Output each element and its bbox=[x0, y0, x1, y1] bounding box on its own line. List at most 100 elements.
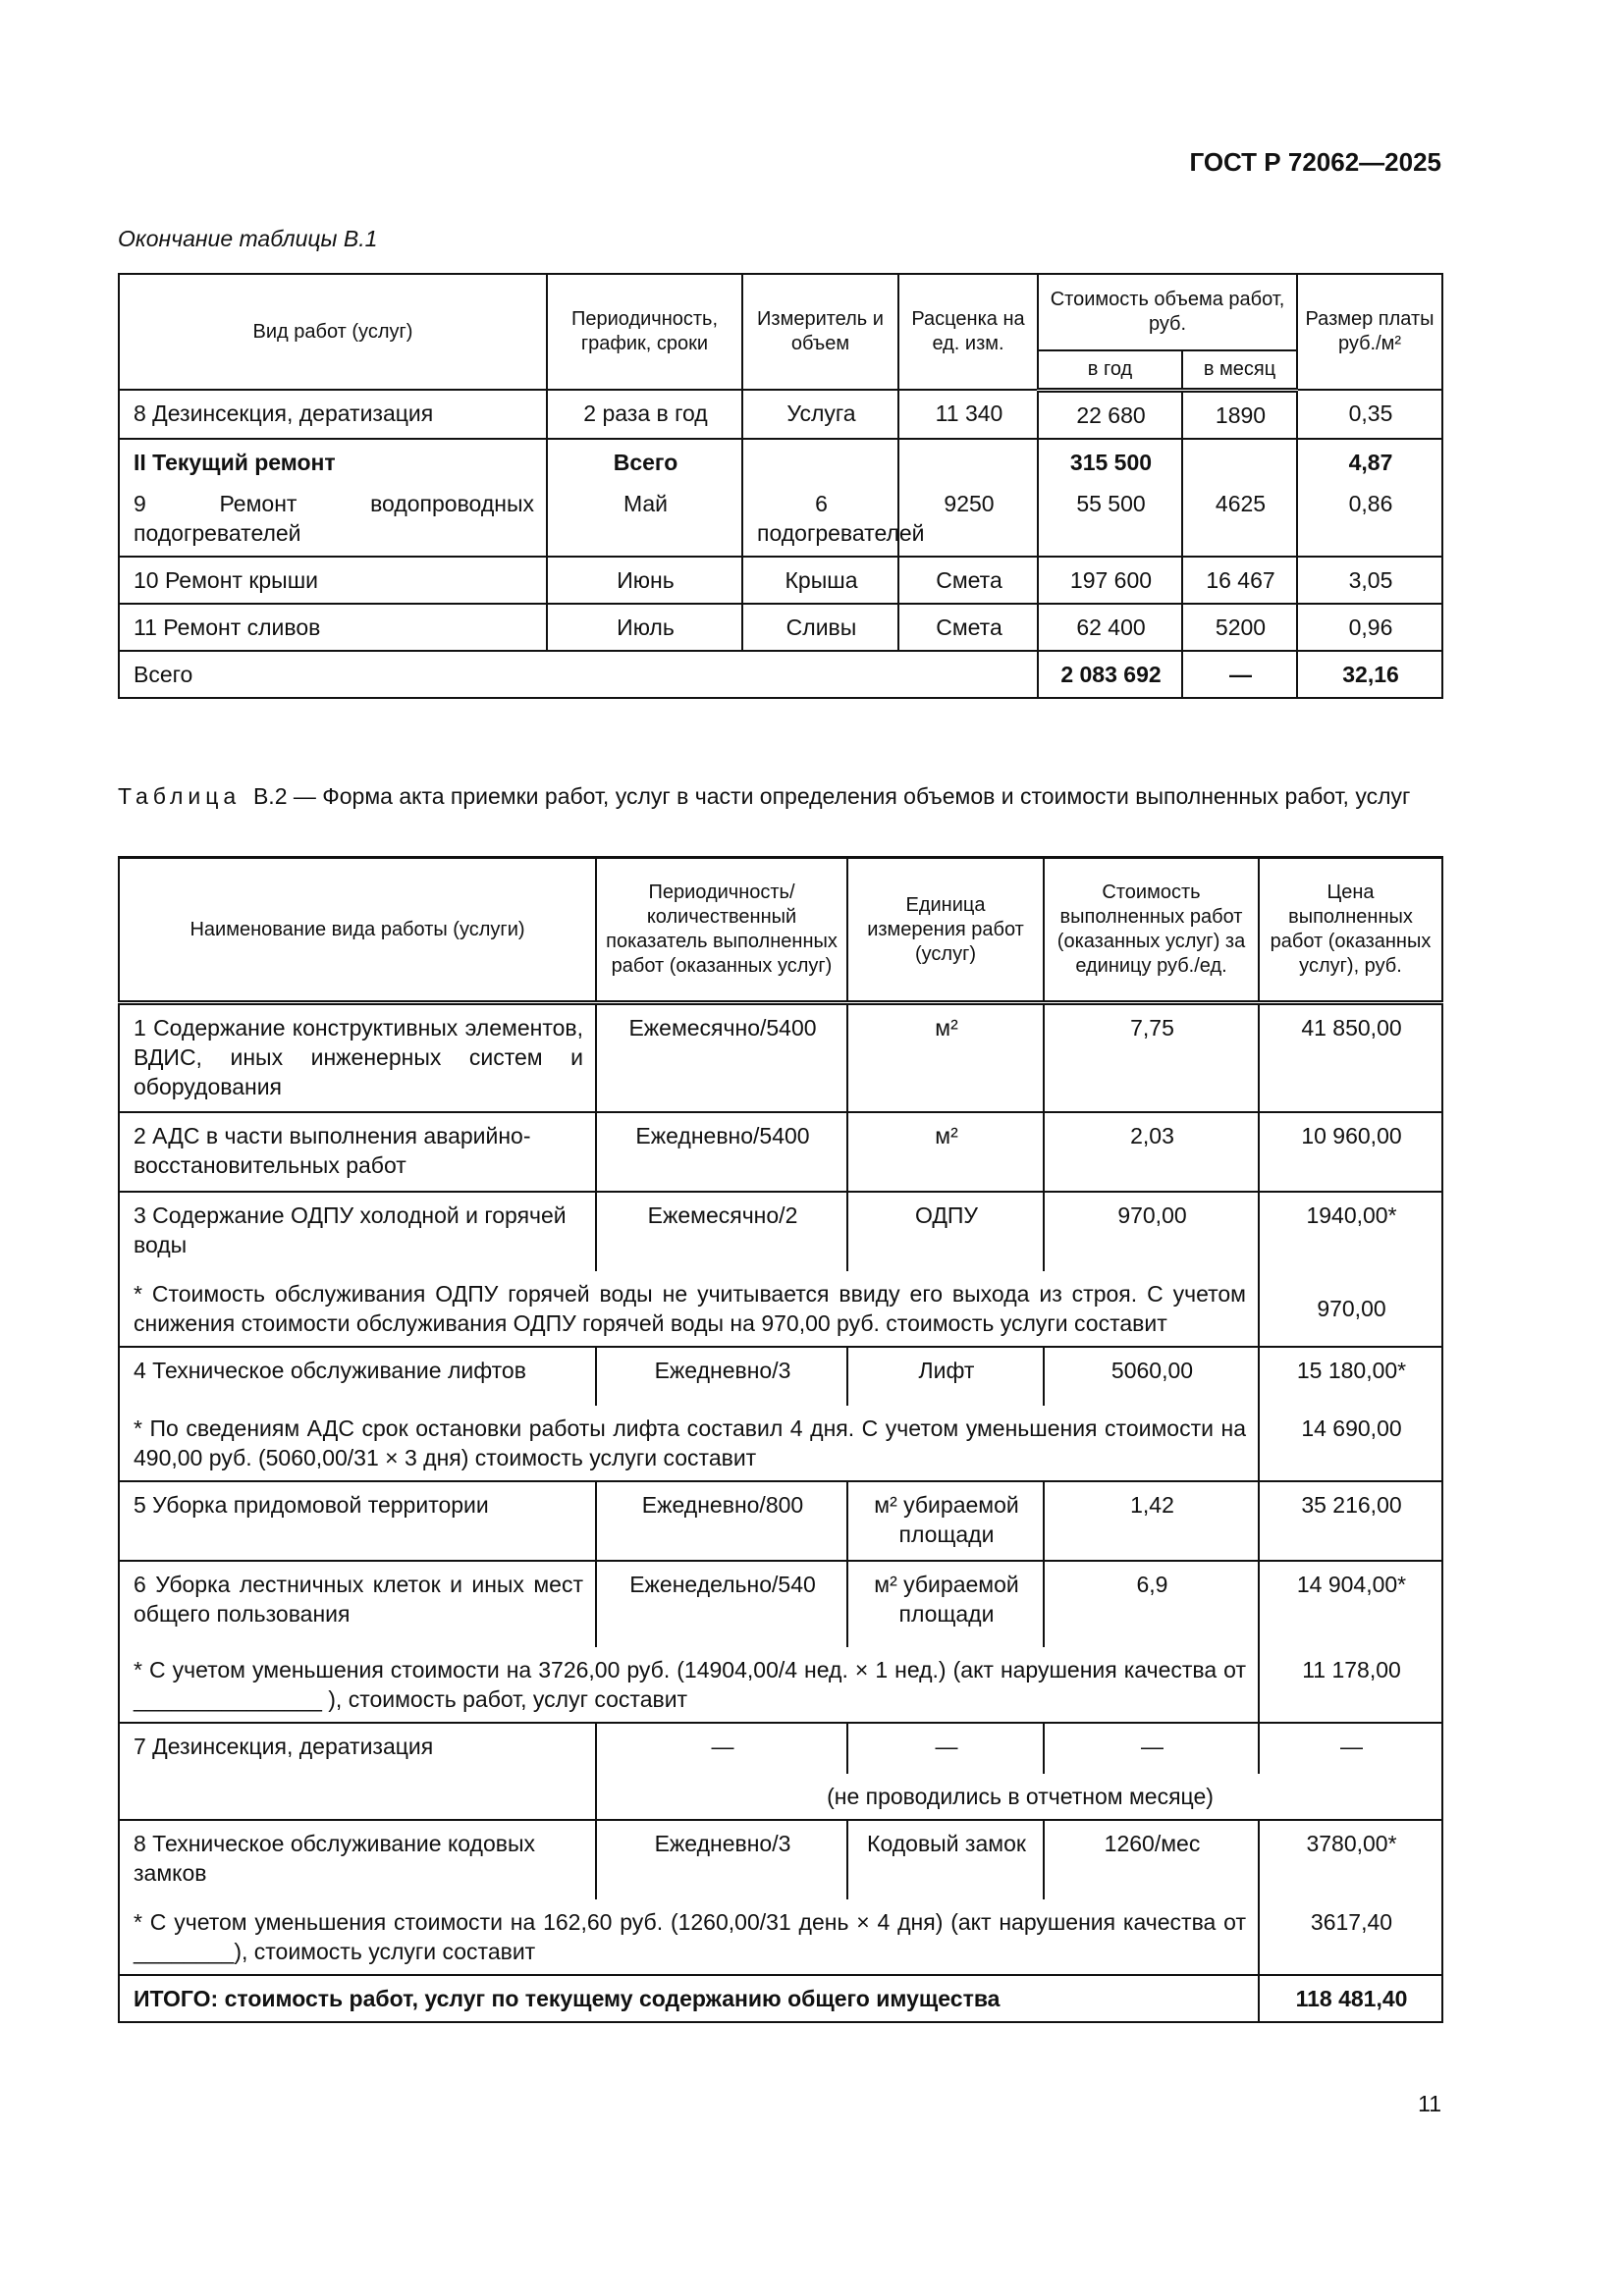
cell-rate: 11 340 bbox=[897, 389, 1039, 440]
table-row: 3 Содержание ОДПУ холодной и горячей вод… bbox=[118, 1190, 1443, 1271]
cell-year: 62 400 bbox=[1037, 602, 1183, 652]
cell-unit-cost: 5060,00 bbox=[1043, 1345, 1260, 1406]
table-row: 8 Техническое обслуживание кодовых замко… bbox=[118, 1818, 1443, 1899]
cell-period: Ежедневно/800 bbox=[595, 1479, 848, 1562]
cell-unit: м² убираемой площади bbox=[846, 1559, 1045, 1647]
cell-period: Июль bbox=[546, 602, 743, 652]
note-text: * Стоимость обслуживания ОДПУ горячей во… bbox=[118, 1270, 1260, 1348]
total-label: ИТОГО: стоимость работ, услуг по текущем… bbox=[118, 1973, 1260, 2023]
item-fee: 0,86 bbox=[1348, 490, 1393, 516]
cell-meter: 6 подогревателей bbox=[741, 437, 925, 558]
cell-fee: 4,87 0,86 bbox=[1296, 437, 1444, 558]
cell-year: 197 600 bbox=[1037, 555, 1183, 605]
cell-name: 10 Ремонт крыши bbox=[118, 555, 548, 605]
cell-price: 15 180,00* bbox=[1258, 1345, 1443, 1406]
item-name: 9 Ремонт водопроводных подогревателей bbox=[134, 490, 534, 546]
document-code: ГОСТ Р 72062—2025 bbox=[1189, 147, 1441, 177]
cell-unit: ОДПУ bbox=[846, 1190, 1045, 1271]
remark-text: (не проводились в отчетном месяце) bbox=[595, 1773, 1443, 1821]
note-price: 970,00 bbox=[1258, 1270, 1443, 1348]
cell-unit: — bbox=[846, 1721, 1045, 1774]
cell-name: 1 Содержание конструктивных элементов, В… bbox=[118, 1001, 597, 1113]
item-month: 4625 bbox=[1215, 490, 1267, 516]
cell-unit: м² убираемой площади bbox=[846, 1479, 1045, 1562]
table-row: 10 Ремонт крыши Июнь Крыша Смета 197 600… bbox=[118, 555, 1444, 605]
header-fee: Размер платы руб./м² bbox=[1296, 273, 1444, 391]
cell-period: 2 раза в год bbox=[546, 389, 743, 440]
table-b1-end: Вид работ (услуг) Периодичность, график,… bbox=[118, 273, 1444, 699]
cell-unit: м² bbox=[846, 1001, 1045, 1113]
cell-period: Июнь bbox=[546, 555, 743, 605]
cell-month: 5200 bbox=[1180, 602, 1299, 652]
cell-price: — bbox=[1258, 1721, 1443, 1774]
cell-price: 3780,00* bbox=[1258, 1818, 1443, 1899]
cell-rate: Смета bbox=[897, 555, 1039, 605]
note-text: * По сведениям АДС срок остановки работы… bbox=[118, 1405, 1260, 1482]
note-row: * С учетом уменьшения стоимости на 162,6… bbox=[118, 1898, 1443, 1976]
total-fee: 32,16 bbox=[1296, 649, 1444, 699]
total-label: Всего bbox=[118, 649, 1039, 699]
table-b2: Наименование вида работы (услуги) Период… bbox=[118, 856, 1443, 2023]
cell-year: 315 500 55 500 bbox=[1037, 437, 1183, 558]
note-price: 3617,40 bbox=[1258, 1898, 1443, 1976]
table-row: 11 Ремонт сливов Июль Сливы Смета 62 400… bbox=[118, 602, 1444, 652]
cell-unit: Кодовый замок bbox=[846, 1818, 1045, 1899]
cell-month: 1890 bbox=[1180, 389, 1299, 440]
cell-fee: 3,05 bbox=[1296, 555, 1444, 605]
table-row: 2 АДС в части выполнения аварийно-восста… bbox=[118, 1110, 1443, 1193]
cell-period: Еженедельно/540 bbox=[595, 1559, 848, 1647]
cell-name: 7 Дезинсекция, дератизация bbox=[118, 1721, 597, 1821]
cell-price: 35 216,00 bbox=[1258, 1479, 1443, 1562]
cell-period: — bbox=[595, 1721, 848, 1774]
cell-rate: Смета bbox=[897, 602, 1039, 652]
header-unit: Единица измерения работ (услуг) bbox=[846, 856, 1045, 1005]
note-text: * С учетом уменьшения стоимости на 162,6… bbox=[118, 1898, 1260, 1976]
item-rate: 9250 bbox=[944, 490, 995, 516]
header-work-type: Вид работ (услуг) bbox=[118, 273, 548, 391]
cell-rate: 9250 bbox=[897, 437, 1039, 558]
cell-year: 22 680 bbox=[1037, 389, 1183, 440]
cell-unit-cost: 6,9 bbox=[1043, 1559, 1260, 1647]
table2-caption-label: Таблица bbox=[118, 783, 242, 809]
note-row: * С учетом уменьшения стоимости на 3726,… bbox=[118, 1646, 1443, 1724]
header-periodicity: Периодичность, график, сроки bbox=[546, 273, 743, 391]
total-row: Всего 2 083 692 — 32,16 bbox=[118, 649, 1444, 699]
note-text: * С учетом уменьшения стоимости на 3726,… bbox=[118, 1646, 1260, 1724]
cell-name: 8 Техническое обслуживание кодовых замко… bbox=[118, 1818, 597, 1899]
table2-caption: Таблица В.2 — Форма акта приемки работ, … bbox=[118, 781, 1441, 811]
header-cost: Стоимость объема работ, руб. bbox=[1036, 273, 1299, 351]
cell-period: Всего Май bbox=[546, 437, 743, 558]
total-month: — bbox=[1180, 649, 1299, 699]
header-unit-cost: Стоимость выполненных работ (оказанных у… bbox=[1043, 856, 1260, 1005]
cell-fee: 0,35 bbox=[1296, 389, 1444, 440]
table-row: 5 Уборка придомовой территории Ежедневно… bbox=[118, 1479, 1443, 1562]
cell-name: 11 Ремонт сливов bbox=[118, 602, 548, 652]
table-row: 8 Дезинсекция, дератизация 2 раза в год … bbox=[118, 389, 1444, 440]
cell-month: 16 467 bbox=[1180, 555, 1299, 605]
section-year: 315 500 bbox=[1069, 449, 1153, 475]
cell-month: 4625 bbox=[1180, 437, 1299, 558]
section-period: Всего bbox=[613, 449, 678, 475]
cell-unit-cost: — bbox=[1043, 1721, 1260, 1774]
header-periodicity: Периодичность/ количественный показатель… bbox=[595, 856, 848, 1005]
cell-unit-cost: 7,75 bbox=[1043, 1001, 1260, 1113]
cell-name: II Текущий ремонт 9 Ремонт водопроводных … bbox=[118, 437, 548, 558]
cell-unit-cost: 970,00 bbox=[1043, 1190, 1260, 1271]
table-row: II Текущий ремонт 9 Ремонт водопроводных … bbox=[118, 437, 1444, 558]
cell-unit: м² bbox=[846, 1110, 1045, 1193]
total-row: ИТОГО: стоимость работ, услуг по текущем… bbox=[118, 1973, 1443, 2023]
cell-price: 14 904,00* bbox=[1258, 1559, 1443, 1647]
table1-caption: Окончание таблицы В.1 bbox=[118, 226, 378, 251]
cell-meter: Крыша bbox=[741, 555, 899, 605]
cell-unit: Лифт bbox=[846, 1345, 1045, 1406]
table-row: 6 Уборка лестничных клеток и иных мест о… bbox=[118, 1559, 1443, 1647]
cell-period: Ежедневно/3 bbox=[595, 1345, 848, 1406]
cell-name: 8 Дезинсекция, дератизация bbox=[118, 389, 548, 440]
header-rate: Расценка на ед. изм. bbox=[897, 273, 1039, 391]
cell-name: 2 АДС в части выполнения аварийно-восста… bbox=[118, 1110, 597, 1193]
cell-period: Ежемесячно/2 bbox=[595, 1190, 848, 1271]
cell-price: 1940,00* bbox=[1258, 1190, 1443, 1271]
remark-row: (не проводились в отчетном месяце) bbox=[119, 1773, 1443, 1821]
cell-name: 6 Уборка лестничных клеток и иных мест о… bbox=[118, 1559, 597, 1647]
note-row: * Стоимость обслуживания ОДПУ горячей во… bbox=[118, 1270, 1443, 1348]
